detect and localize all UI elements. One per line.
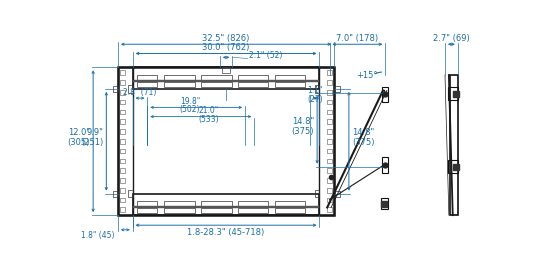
- Bar: [120, 70, 125, 75]
- Text: 32.5" (826): 32.5" (826): [202, 34, 250, 43]
- Bar: [380, 198, 388, 209]
- Bar: [128, 190, 133, 197]
- Text: (27): (27): [307, 94, 322, 103]
- Text: 1.8-28.3" (45-718): 1.8-28.3" (45-718): [187, 227, 265, 236]
- Bar: [133, 67, 320, 89]
- Bar: [133, 194, 320, 215]
- Text: (305): (305): [67, 138, 90, 147]
- Bar: [164, 75, 195, 80]
- Bar: [238, 208, 268, 213]
- Bar: [201, 75, 232, 80]
- Text: 1.8" (45): 1.8" (45): [81, 231, 114, 240]
- Bar: [334, 86, 340, 92]
- Text: 7.0" (178): 7.0" (178): [336, 34, 378, 43]
- Bar: [327, 188, 332, 193]
- Bar: [137, 208, 158, 213]
- Bar: [164, 208, 195, 213]
- Bar: [118, 67, 133, 215]
- Text: 2.8" (71): 2.8" (71): [123, 88, 156, 97]
- Text: 12.0": 12.0": [68, 128, 90, 137]
- Bar: [112, 190, 118, 197]
- Bar: [137, 82, 158, 87]
- Text: 30.0" (762): 30.0" (762): [202, 43, 250, 52]
- Bar: [120, 139, 125, 144]
- Bar: [120, 119, 125, 124]
- Bar: [274, 75, 305, 80]
- Bar: [120, 198, 125, 202]
- Text: 9.9": 9.9": [86, 128, 103, 137]
- Bar: [238, 75, 268, 80]
- Bar: [327, 110, 332, 114]
- Bar: [164, 82, 195, 87]
- Bar: [133, 80, 320, 82]
- Bar: [201, 208, 232, 213]
- Text: 19.8": 19.8": [180, 97, 200, 106]
- Bar: [137, 75, 158, 80]
- Text: (251): (251): [81, 138, 103, 147]
- Bar: [334, 190, 340, 197]
- Text: 14.8": 14.8": [292, 117, 314, 126]
- Bar: [382, 87, 388, 102]
- Bar: [327, 168, 332, 173]
- Bar: [238, 201, 268, 206]
- Bar: [315, 85, 320, 93]
- Text: 2.7" (69): 2.7" (69): [433, 34, 469, 43]
- Bar: [120, 90, 125, 95]
- Bar: [327, 139, 332, 144]
- Bar: [120, 168, 125, 173]
- Bar: [327, 159, 332, 163]
- Bar: [320, 67, 334, 215]
- Bar: [201, 201, 232, 206]
- Bar: [448, 87, 458, 101]
- Text: (375): (375): [291, 127, 314, 136]
- Bar: [222, 67, 230, 73]
- Bar: [120, 129, 125, 134]
- Bar: [120, 188, 125, 193]
- Text: 1.1": 1.1": [307, 86, 322, 95]
- Bar: [201, 82, 232, 87]
- Bar: [327, 90, 332, 95]
- Bar: [448, 160, 458, 173]
- Bar: [315, 190, 320, 197]
- Bar: [238, 82, 268, 87]
- Bar: [274, 208, 305, 213]
- Bar: [327, 119, 332, 124]
- Bar: [327, 80, 332, 85]
- Bar: [382, 157, 388, 173]
- Bar: [133, 206, 320, 208]
- Bar: [112, 86, 118, 92]
- Bar: [120, 100, 125, 105]
- Bar: [274, 82, 305, 87]
- Text: 21.0": 21.0": [199, 106, 219, 115]
- Bar: [120, 80, 125, 85]
- Bar: [450, 75, 458, 215]
- Bar: [120, 149, 125, 153]
- Bar: [118, 67, 334, 215]
- Bar: [327, 207, 332, 212]
- Text: (502): (502): [180, 105, 200, 114]
- Bar: [327, 149, 332, 153]
- Bar: [327, 100, 332, 105]
- Bar: [120, 178, 125, 183]
- Bar: [164, 201, 195, 206]
- Bar: [120, 207, 125, 212]
- Bar: [327, 178, 332, 183]
- Bar: [128, 85, 133, 93]
- Bar: [327, 70, 332, 75]
- Text: (375): (375): [352, 138, 374, 147]
- Text: 2.1" (52): 2.1" (52): [249, 51, 283, 60]
- Text: (533): (533): [199, 115, 219, 123]
- Bar: [120, 110, 125, 114]
- Bar: [137, 201, 158, 206]
- Bar: [327, 129, 332, 134]
- Text: +15°: +15°: [356, 71, 378, 80]
- Bar: [120, 159, 125, 163]
- Bar: [327, 198, 332, 202]
- Bar: [274, 201, 305, 206]
- Text: 14.8": 14.8": [352, 128, 374, 137]
